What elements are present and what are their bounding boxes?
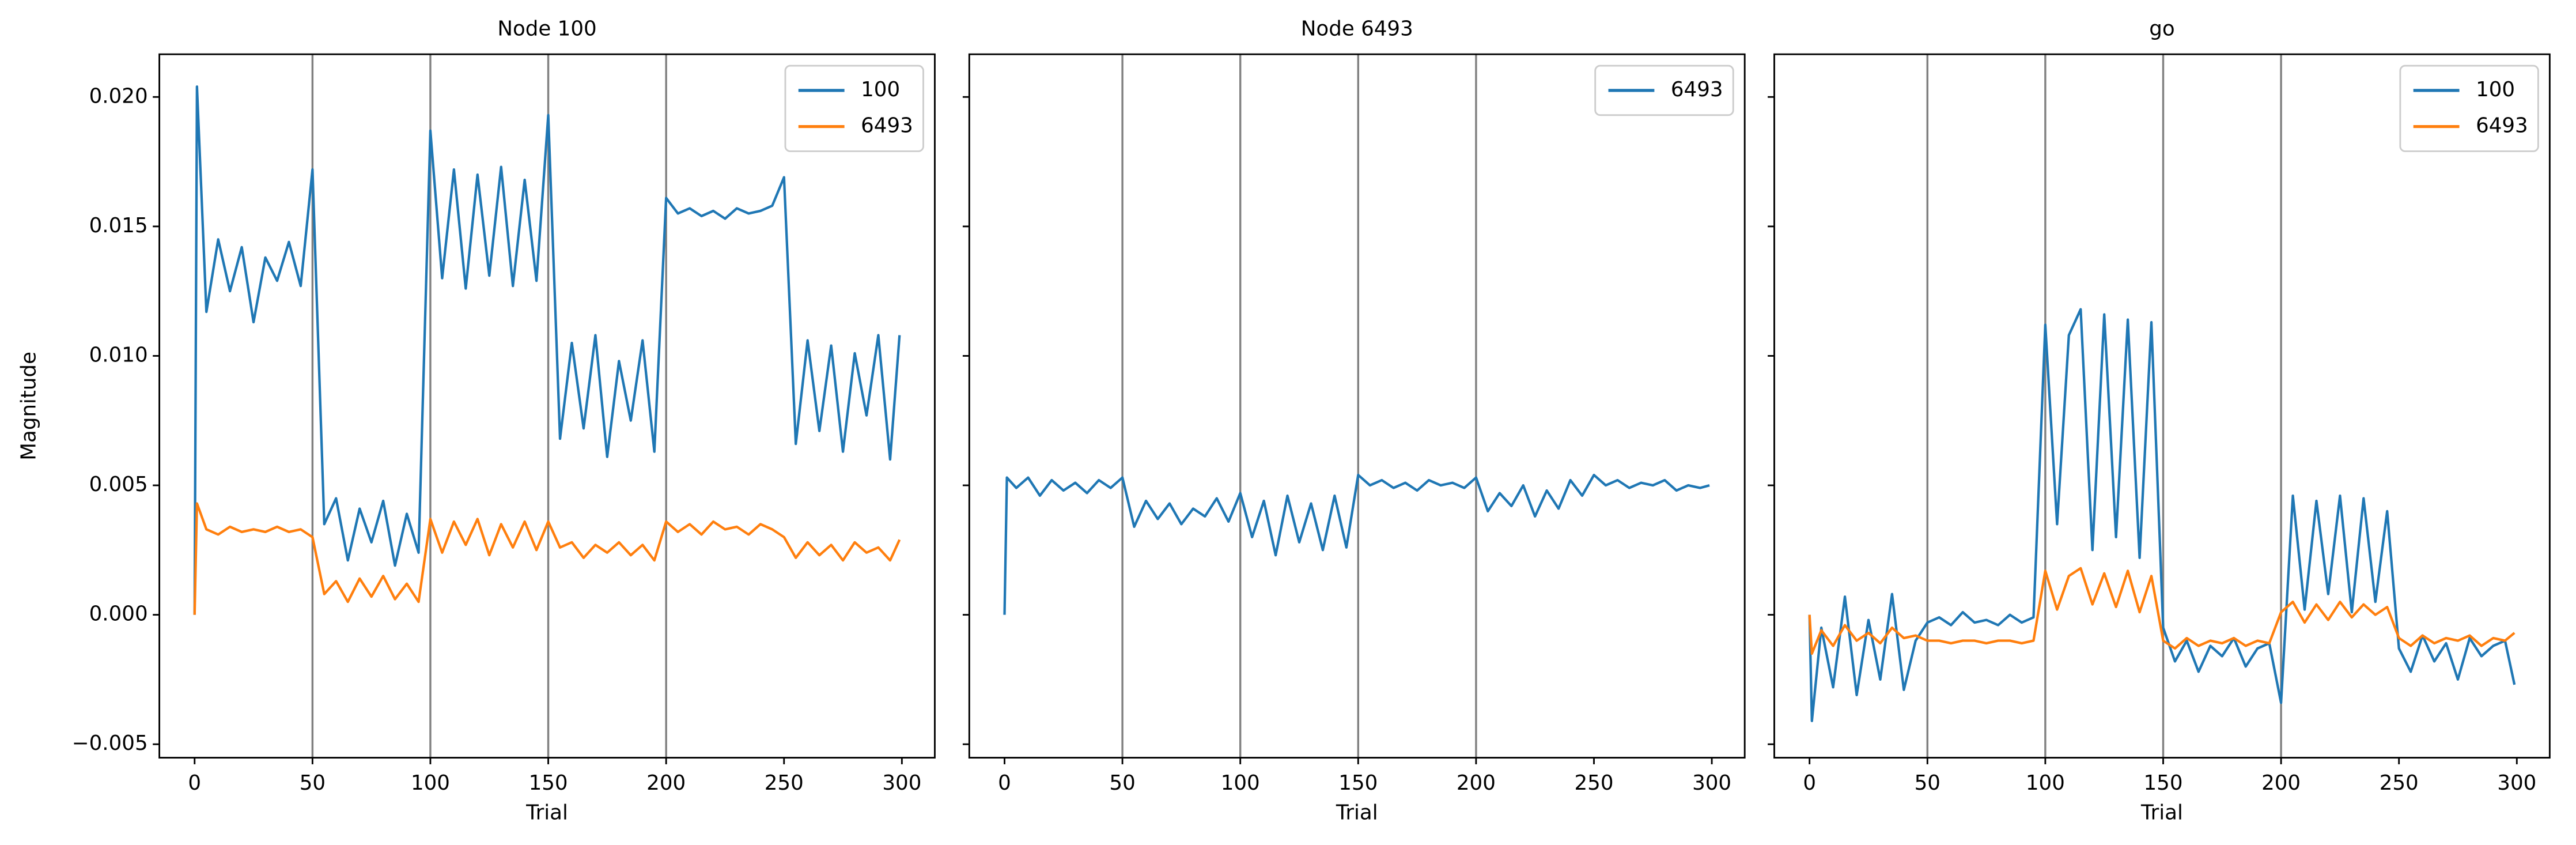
- x-tick-label: 150: [529, 771, 568, 795]
- data-line: [1808, 308, 2516, 722]
- subplot: Node 6493 0 50 100 150 200 250 300 Trial 6493: [962, 17, 1746, 824]
- legend-box: [784, 65, 924, 152]
- x-tick-label: 200: [1457, 771, 1496, 795]
- data-line: [1003, 473, 1710, 615]
- x-tick-label: 200: [646, 771, 686, 795]
- x-tick-label: 150: [2143, 771, 2182, 795]
- x-tick-label: 250: [1575, 771, 1614, 795]
- x-tick-label: 50: [1109, 771, 1135, 795]
- legend-label: 6493: [861, 114, 913, 138]
- x-axis-label: Trial: [525, 801, 568, 824]
- subplot: go 0 50 100 150 200 250 300 Trial 100 6493: [1768, 17, 2551, 824]
- y-tick-label: −0.005: [72, 731, 148, 755]
- legend-label: 100: [861, 78, 900, 101]
- x-tick-label: 0: [998, 771, 1011, 795]
- y-tick-label: 0.005: [89, 473, 148, 496]
- x-tick-label: 50: [1915, 771, 1940, 795]
- y-axis-label: Magnitude: [17, 352, 40, 461]
- x-tick-label: 200: [2261, 771, 2301, 795]
- legend-box: [2399, 65, 2539, 152]
- axes-frame: [158, 53, 936, 759]
- x-tick-label: 0: [188, 771, 201, 795]
- data-line: [1808, 567, 2516, 655]
- x-tick-label: 250: [765, 771, 804, 795]
- x-axis-label: Trial: [1336, 801, 1378, 824]
- y-tick-label: 0.010: [89, 343, 148, 367]
- x-tick-label: 100: [1221, 771, 1260, 795]
- data-line: [193, 85, 901, 615]
- x-tick-label: 50: [300, 771, 326, 795]
- x-tick-label: 300: [2497, 771, 2536, 795]
- subplot-title: go: [2149, 17, 2174, 40]
- x-axis-label: Trial: [2140, 801, 2183, 824]
- y-tick-label: 0.000: [89, 602, 148, 626]
- legend-box: [1594, 65, 1734, 116]
- legend-label: 100: [2476, 78, 2515, 101]
- subplot-title: Node 6493: [1301, 17, 1413, 40]
- y-tick-label: 0.020: [89, 84, 148, 108]
- axes-frame: [1773, 53, 2551, 759]
- x-tick-label: 150: [1338, 771, 1378, 795]
- axes-frame: [968, 53, 1746, 759]
- subplot: Node 100 0 50 100 150 200 250 300 −0.005 0.000 0.0…: [17, 17, 936, 824]
- subplot-title: Node 100: [497, 17, 596, 40]
- x-tick-label: 100: [2026, 771, 2065, 795]
- x-tick-label: 0: [1803, 771, 1816, 795]
- x-tick-label: 300: [1692, 771, 1731, 795]
- x-tick-label: 250: [2380, 771, 2419, 795]
- legend-label: 6493: [1671, 78, 1723, 101]
- y-tick-label: 0.015: [89, 214, 148, 237]
- x-tick-label: 300: [882, 771, 921, 795]
- data-line: [193, 502, 901, 615]
- legend-label: 6493: [2476, 114, 2528, 138]
- x-tick-label: 100: [411, 771, 450, 795]
